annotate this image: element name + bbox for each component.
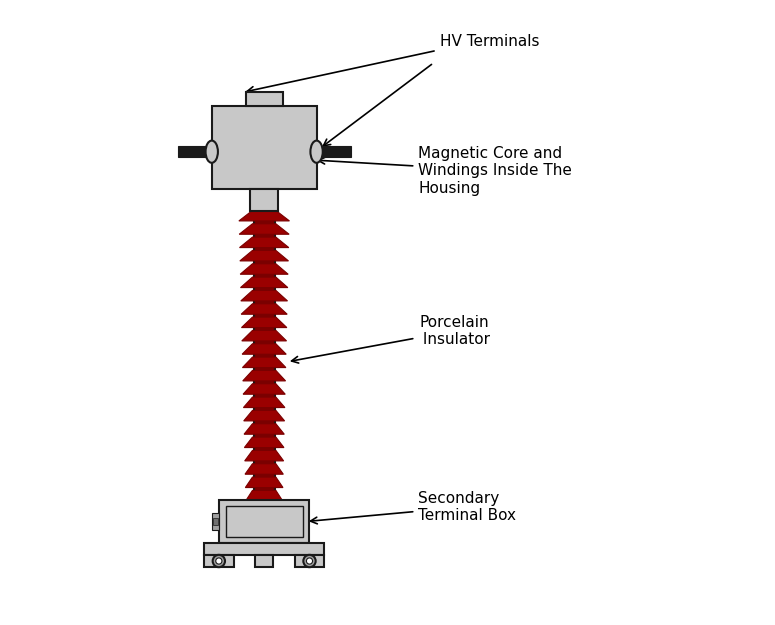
Polygon shape [239,211,289,221]
Polygon shape [244,424,284,434]
Polygon shape [246,491,283,501]
Bar [294,556,324,567]
Text: Porcelain
 Insulator: Porcelain Insulator [291,315,491,363]
Polygon shape [243,357,286,367]
Polygon shape [244,437,284,448]
Text: Secondary
Terminal Box: Secondary Terminal Box [311,491,516,524]
Polygon shape [242,344,286,354]
Text: HV Terminals: HV Terminals [440,34,539,49]
Bar [177,146,212,158]
Polygon shape [243,384,285,394]
Bar [246,92,283,106]
Bar [253,211,274,501]
Polygon shape [239,251,288,261]
Circle shape [215,558,222,564]
Bar [204,556,233,567]
Bar [212,513,219,530]
Bar [219,500,309,543]
Bar [250,189,278,211]
Bar [226,506,303,537]
Polygon shape [246,477,283,488]
Polygon shape [243,371,285,381]
Bar [212,106,316,189]
Polygon shape [245,451,284,461]
Circle shape [212,555,225,567]
Polygon shape [243,397,285,408]
Polygon shape [240,264,288,274]
Ellipse shape [311,141,322,162]
Polygon shape [242,331,287,341]
Circle shape [306,558,312,564]
Bar [213,519,219,524]
Polygon shape [245,464,284,474]
Polygon shape [239,224,289,234]
Polygon shape [239,237,289,248]
Polygon shape [242,317,287,328]
Bar [204,543,324,556]
Text: Magnetic Core and
Windings Inside The
Housing: Magnetic Core and Windings Inside The Ho… [318,146,572,196]
Bar [316,146,350,158]
Polygon shape [240,277,288,288]
Circle shape [303,555,315,567]
Polygon shape [243,411,284,421]
Ellipse shape [205,141,218,162]
Bar [255,556,274,567]
Polygon shape [241,304,288,314]
Polygon shape [241,291,288,301]
